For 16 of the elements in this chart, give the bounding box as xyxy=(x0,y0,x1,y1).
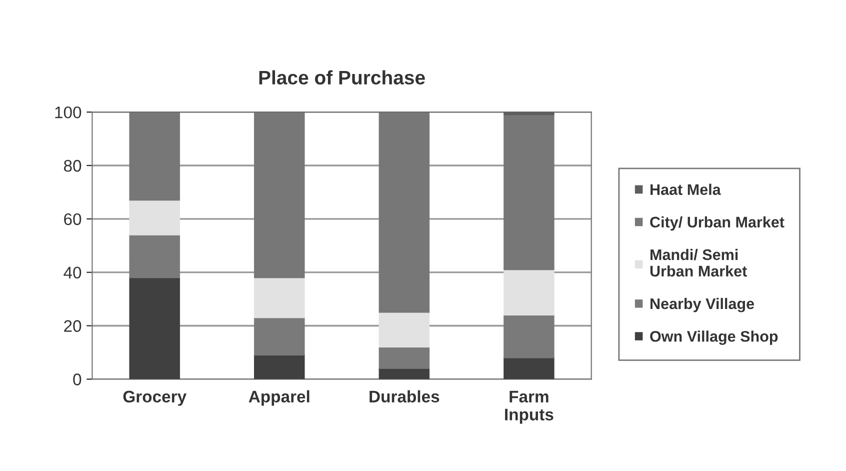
y-tick-label: 20 xyxy=(64,320,82,332)
legend-label: Nearby Village xyxy=(650,298,754,312)
y-tick-label: 0 xyxy=(73,374,82,386)
x-tick-label: Grocery xyxy=(123,390,186,406)
y-tick-label: 40 xyxy=(64,266,82,279)
y-tick-label: 60 xyxy=(64,213,82,226)
x-tick-label: Durables xyxy=(370,390,440,403)
x-tick-label: Apparel xyxy=(248,390,310,406)
legend-label: Own Village Shop xyxy=(650,330,778,345)
legend-label: Haat Mela xyxy=(650,184,721,195)
chart-title: Place of Purchase xyxy=(259,70,425,85)
legend-label: City/ Urban Market xyxy=(650,216,784,231)
x-tick-label: Farm Inputs xyxy=(505,390,554,424)
legend-label: Mandi/ Semi Urban Market xyxy=(650,248,747,277)
y-tick-label: 80 xyxy=(64,160,82,172)
y-tick-label: 100 xyxy=(55,106,82,118)
